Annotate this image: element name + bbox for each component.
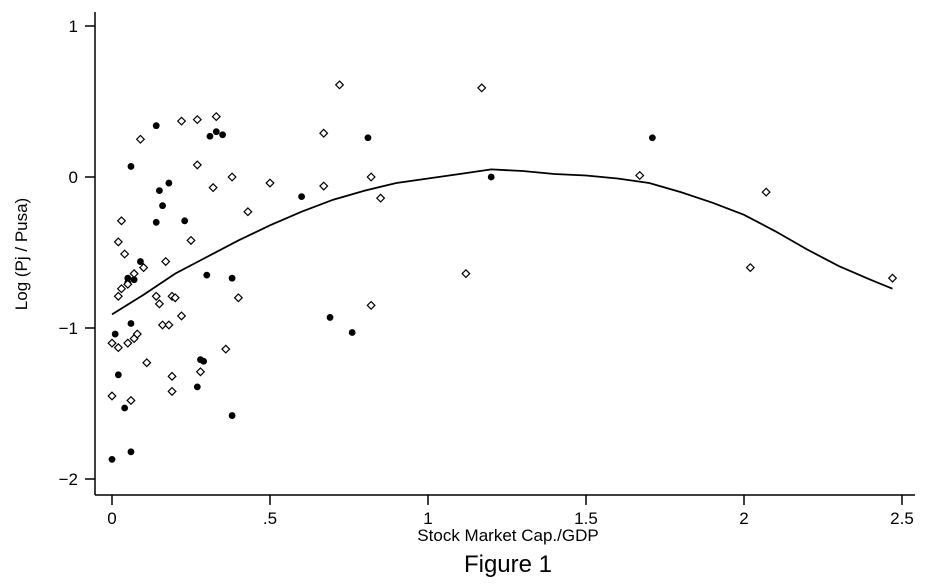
figure-caption: Figure 1 <box>464 551 552 578</box>
data-point-hollow <box>116 216 127 226</box>
data-point-filled <box>219 131 227 139</box>
data-point-filled <box>348 329 356 336</box>
data-point-hollow <box>461 268 471 279</box>
data-point-hollow <box>167 386 177 397</box>
y-ticks: 1 0 −1 −2 <box>59 17 95 489</box>
data-point-filled <box>152 122 160 130</box>
x-tick-label: 2.5 <box>890 509 914 528</box>
data-point-hollow <box>164 320 174 330</box>
data-point-filled <box>228 274 236 282</box>
data-point-hollow <box>176 116 187 126</box>
x-ticks: 0 .5 1 1.5 2 2.5 <box>107 495 914 528</box>
data-point-filled <box>193 383 201 391</box>
data-point-hollow <box>265 178 275 188</box>
data-point-filled <box>200 357 208 365</box>
fit-curve <box>111 168 893 316</box>
data-point-hollow <box>319 181 329 191</box>
data-point-filled <box>487 173 495 181</box>
data-point-filled <box>111 330 119 338</box>
data-point-hollow <box>243 207 253 217</box>
data-point-filled <box>114 371 122 379</box>
data-point-filled <box>127 320 135 327</box>
data-point-hollow <box>192 114 202 125</box>
x-tick-label: 2 <box>739 509 748 528</box>
data-point-hollow <box>142 358 152 368</box>
data-point-hollow <box>154 299 165 309</box>
data-point-hollow <box>366 300 376 310</box>
data-point-filled <box>206 132 214 140</box>
data-point-hollow <box>186 235 196 246</box>
data-point-hollow <box>887 273 898 283</box>
data-point-hollow <box>161 256 171 267</box>
data-point-hollow <box>192 160 202 170</box>
data-point-hollow <box>123 338 133 348</box>
data-point-hollow <box>113 342 123 353</box>
data-point-hollow <box>129 268 139 279</box>
data-point-filled <box>298 193 305 201</box>
data-point-hollow <box>138 262 149 273</box>
data-point-filled <box>137 258 144 265</box>
data-point-filled <box>159 202 166 210</box>
data-point-hollow <box>221 344 231 354</box>
data-point-filled <box>127 448 135 456</box>
data-point-hollow <box>366 172 376 182</box>
data-point-filled <box>181 217 189 225</box>
data-point-hollow <box>233 293 244 303</box>
data-point-hollow <box>107 391 117 401</box>
y-tick-label: −2 <box>59 470 78 489</box>
data-point-hollow <box>319 128 329 138</box>
x-tick-label: 1 <box>423 509 432 528</box>
x-tick-label: .5 <box>263 509 277 528</box>
data-point-hollow <box>195 367 206 377</box>
data-point-hollow <box>176 311 187 321</box>
data-point-hollow <box>167 371 177 381</box>
y-tick-label: −1 <box>59 319 78 338</box>
y-tick-label: 1 <box>69 17 78 36</box>
data-point-filled <box>203 271 211 279</box>
plot-area <box>107 80 898 463</box>
data-point-filled <box>152 218 160 226</box>
data-point-hollow <box>761 187 771 197</box>
data-point-filled <box>127 163 135 170</box>
data-point-hollow <box>116 284 127 294</box>
data-point-hollow <box>375 193 386 203</box>
data-point-hollow <box>151 291 161 301</box>
y-tick-label: 0 <box>69 168 78 187</box>
data-point-filled <box>108 455 116 463</box>
data-point-hollow <box>745 262 755 273</box>
data-point-hollow <box>211 111 221 122</box>
data-point-filled <box>121 404 129 412</box>
data-point-filled <box>648 134 656 142</box>
x-tick-label: 0 <box>107 509 116 528</box>
data-point-hollow <box>123 279 133 289</box>
data-point-hollow <box>126 395 136 406</box>
x-axis-label: Stock Market Cap./GDP <box>417 526 598 545</box>
data-point-hollow <box>170 293 180 303</box>
data-point-filled <box>212 128 220 136</box>
data-point-hollow <box>135 134 146 144</box>
data-point-hollow <box>113 291 123 301</box>
data-point-filled <box>364 134 372 142</box>
data-point-filled <box>124 274 132 282</box>
y-axis-label: Log (Pj / Pusa) <box>12 198 31 310</box>
data-point-filled <box>130 276 138 284</box>
x-tick-label: 1.5 <box>574 509 598 528</box>
data-point-filled <box>228 412 236 419</box>
data-point-hollow <box>113 237 123 247</box>
data-point-filled <box>165 179 173 187</box>
data-point-hollow <box>157 320 168 330</box>
data-point-hollow <box>107 338 117 348</box>
data-point-filled <box>326 314 334 321</box>
data-point-hollow <box>132 329 142 339</box>
data-point-hollow <box>227 172 237 182</box>
data-point-filled <box>156 187 163 194</box>
axes <box>94 12 915 496</box>
data-point-hollow <box>635 170 645 181</box>
data-point-hollow <box>477 83 487 93</box>
data-point-hollow <box>334 80 345 90</box>
data-point-hollow <box>119 249 130 259</box>
data-point-hollow <box>208 182 218 193</box>
